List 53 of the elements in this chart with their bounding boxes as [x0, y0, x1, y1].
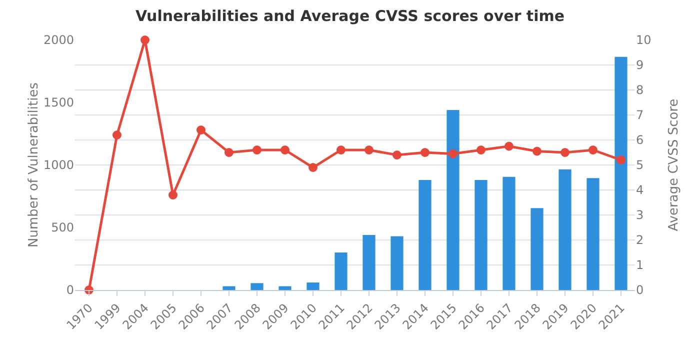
bar: [502, 176, 516, 290]
point: [364, 146, 374, 154]
chart-title: Vulnerabilities and Average CVSS scores over time: [135, 7, 565, 25]
y-tick-label: 1000: [43, 158, 74, 172]
point: [140, 36, 150, 44]
point: [196, 126, 206, 134]
y2-tick-label: 7: [636, 108, 644, 122]
bar: [474, 180, 488, 290]
point: [616, 156, 626, 164]
point: [560, 148, 570, 157]
point: [336, 146, 346, 154]
bar: [446, 110, 460, 290]
y-tick-label: 2000: [43, 33, 74, 48]
y2-tick-label: 4: [636, 183, 644, 198]
point: [532, 146, 542, 156]
bar: [614, 56, 628, 290]
point: [504, 142, 514, 151]
point: [476, 146, 486, 154]
bar: [530, 208, 544, 290]
point: [308, 163, 318, 172]
bar: [334, 252, 348, 290]
y2-tick-label: 9: [636, 58, 644, 72]
point: [168, 190, 178, 200]
y-tick-label: 1500: [43, 96, 74, 110]
y-axis-title: Number of Vulnerabilities: [26, 82, 42, 248]
y-tick-label: 500: [51, 220, 74, 235]
bar: [558, 169, 572, 290]
y2-tick-label: 3: [636, 208, 644, 222]
bar: [390, 236, 404, 290]
y-tick-label: 0: [66, 283, 74, 298]
y2-tick-label: 0: [636, 283, 644, 298]
point: [224, 148, 234, 157]
point: [252, 146, 262, 154]
bar: [362, 235, 376, 290]
bar: [278, 286, 292, 290]
bar: [306, 282, 320, 290]
point: [448, 149, 458, 158]
bar: [250, 283, 264, 290]
point: [588, 146, 598, 154]
bar: [222, 286, 236, 290]
y2-tick-label: 10: [636, 33, 652, 48]
point: [112, 130, 122, 140]
y2-axis-title: Average CVSS Score: [666, 98, 682, 232]
y2-tick-label: 1: [636, 258, 644, 272]
point: [280, 146, 290, 154]
bar: [586, 178, 600, 290]
point: [392, 150, 402, 160]
bar: [418, 180, 432, 290]
point: [420, 148, 430, 157]
y2-tick-label: 2: [636, 233, 644, 248]
y2-tick-label: 6: [636, 133, 644, 148]
y2-tick-label: 8: [636, 83, 644, 98]
y2-tick-label: 5: [636, 158, 644, 172]
